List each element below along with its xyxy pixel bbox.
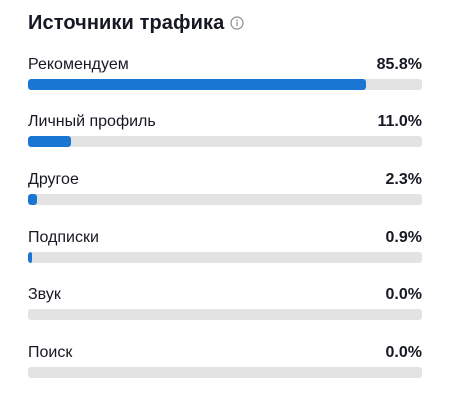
progress-track [28, 79, 422, 90]
progress-track [28, 194, 422, 205]
traffic-source-label: Подписки [28, 229, 99, 246]
traffic-source-label: Звук [28, 286, 61, 303]
progress-track [28, 367, 422, 378]
traffic-source-row: Личный профиль 11.0% [28, 112, 422, 152]
traffic-source-percent: 0.9% [385, 229, 422, 246]
traffic-source-percent: 2.3% [385, 171, 422, 188]
progress-track [28, 252, 422, 263]
traffic-sources-card: Источники трафика Рекомендуем 85.8% Личн… [10, 0, 441, 404]
traffic-source-percent: 0.0% [385, 286, 422, 303]
traffic-source-percent: 85.8% [376, 56, 422, 73]
card-header: Источники трафика [28, 10, 244, 36]
progress-track [28, 136, 422, 147]
traffic-source-label: Личный профиль [28, 113, 156, 130]
traffic-source-row: Рекомендуем 85.8% [28, 55, 422, 95]
traffic-source-label: Другое [28, 171, 79, 188]
traffic-source-label: Поиск [28, 344, 73, 361]
traffic-source-row: Поиск 0.0% [28, 343, 422, 383]
progress-fill [28, 194, 38, 205]
traffic-source-percent: 11.0% [377, 113, 422, 130]
progress-fill [28, 252, 32, 263]
traffic-source-row: Подписки 0.9% [28, 228, 422, 268]
progress-fill [28, 136, 72, 147]
progress-fill [28, 79, 367, 90]
traffic-source-percent: 0.0% [385, 344, 422, 361]
traffic-source-row: Другое 2.3% [28, 170, 422, 210]
info-circle-icon[interactable] [230, 16, 244, 30]
traffic-source-row: Звук 0.0% [28, 285, 422, 325]
progress-track [28, 309, 422, 320]
card-title: Источники трафика [28, 11, 225, 34]
traffic-source-label: Рекомендуем [28, 56, 129, 73]
